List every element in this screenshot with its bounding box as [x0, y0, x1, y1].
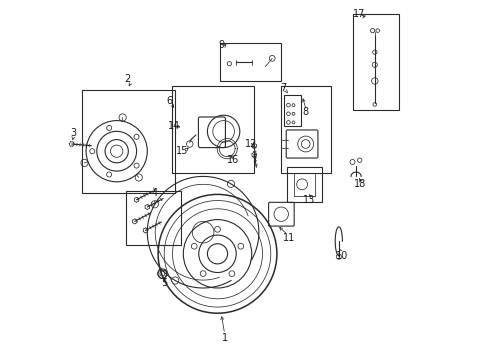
Text: 13: 13	[303, 195, 315, 205]
Text: 17: 17	[352, 9, 365, 19]
Text: 15: 15	[176, 146, 188, 156]
Bar	[280, 86, 330, 173]
Text: 9: 9	[218, 40, 224, 50]
Text: 14: 14	[168, 121, 180, 131]
Text: 5: 5	[161, 278, 167, 288]
Bar	[220, 43, 281, 81]
Text: 18: 18	[353, 179, 365, 189]
Bar	[352, 14, 399, 110]
Text: 4: 4	[151, 188, 157, 198]
Text: 11: 11	[283, 233, 295, 243]
Bar	[286, 167, 322, 202]
Bar	[284, 95, 301, 126]
Text: 8: 8	[301, 107, 307, 117]
Text: 16: 16	[226, 155, 239, 165]
Text: 2: 2	[124, 74, 130, 84]
Text: 3: 3	[70, 128, 77, 138]
Text: 12: 12	[244, 139, 257, 149]
Text: 7: 7	[280, 83, 286, 93]
Text: 1: 1	[221, 333, 227, 343]
Bar	[81, 90, 175, 193]
Bar	[125, 191, 181, 245]
Text: 10: 10	[335, 251, 347, 261]
Text: 6: 6	[166, 96, 172, 106]
Bar	[172, 86, 253, 173]
